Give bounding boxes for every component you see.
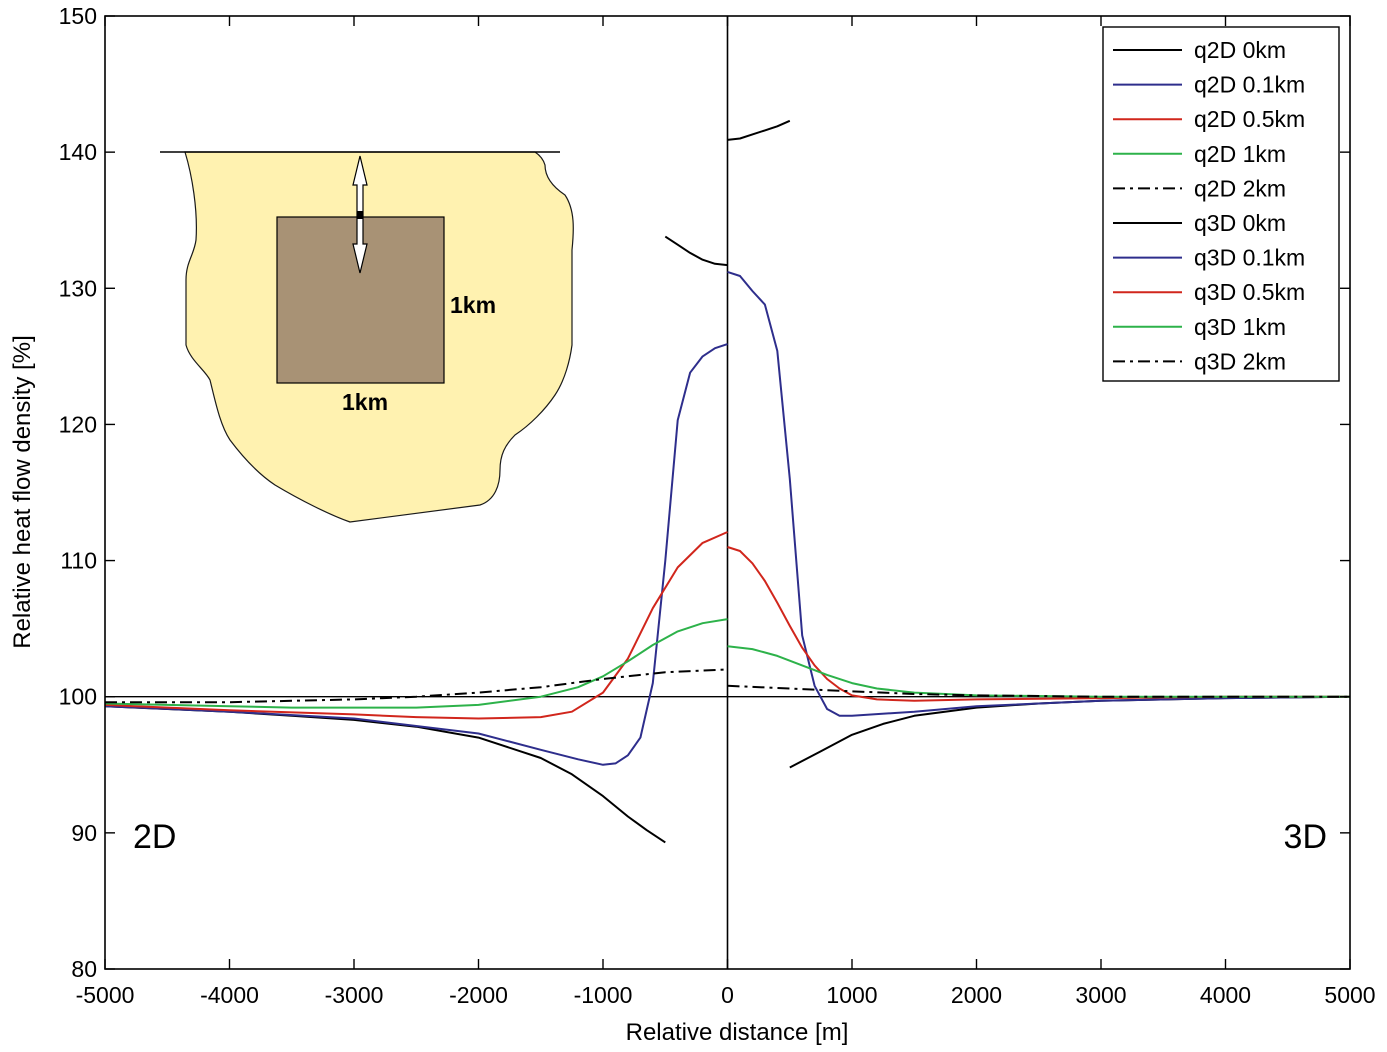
legend-entry-9: q3D 2km [1194, 348, 1286, 374]
series-line-2 [105, 531, 728, 720]
x-tick-label: 1000 [826, 982, 877, 1008]
y-axis-label: Relative heat flow density [%] [9, 335, 36, 649]
x-axis-label: Relative distance [m] [626, 1019, 849, 1046]
series-line-11 [727, 119, 791, 141]
y-tick-label: 110 [60, 548, 97, 574]
panel-label-2d: 2D [133, 818, 176, 856]
legend-entry-8: q3D 1km [1194, 314, 1286, 340]
y-tick-label: 90 [71, 820, 97, 846]
legend-entry-1: q2D 0.1km [1194, 72, 1305, 98]
x-tick-label: -2000 [449, 982, 508, 1008]
legend-box [1102, 26, 1340, 382]
legend-entry-4: q2D 2km [1194, 175, 1286, 201]
series-line-7 [727, 546, 1350, 702]
series-line-3 [105, 618, 728, 709]
x-tick-label: 4000 [1200, 982, 1251, 1008]
series-layer [105, 119, 1350, 844]
y-tick-label: 140 [59, 139, 97, 165]
legend: q2D 0km q2D 0.1km q2D 0.5km q2D 1km q2D 2km q… [1102, 26, 1340, 382]
inset-height-label: 1km [450, 292, 496, 318]
legend-entry-5: q3D 0km [1194, 210, 1286, 236]
x-tick-label: -1000 [574, 982, 633, 1008]
y-tick-label: 130 [59, 275, 97, 301]
y-tick-label: 120 [59, 411, 97, 437]
x-tick-label: -3000 [325, 982, 384, 1008]
x-tick-label: -4000 [200, 982, 259, 1008]
inset-schematic: 1km 1km [160, 151, 574, 523]
x-tick-label: 0 [721, 982, 734, 1008]
x-tick-label: 3000 [1075, 982, 1126, 1008]
series-line-1 [105, 343, 728, 766]
y-axis-ticks: 80 90 100 110 120 130 140 150 [59, 3, 1350, 982]
x-tick-label: 5000 [1324, 982, 1375, 1008]
series-line-10 [664, 235, 728, 267]
y-tick-label: 80 [71, 956, 97, 982]
legend-entry-3: q2D 1km [1194, 141, 1286, 167]
legend-entry-6: q3D 0.1km [1194, 245, 1305, 271]
panel-label-3d: 3D [1284, 818, 1327, 856]
legend-entry-7: q3D 0.5km [1194, 279, 1305, 305]
series-line-6 [727, 270, 1350, 717]
inset-width-label: 1km [342, 389, 388, 415]
x-tick-label: 2000 [951, 982, 1002, 1008]
y-tick-label: 150 [59, 3, 97, 29]
x-axis-ticks: -5000 -4000 -3000 -2000 -1000 0 1000 2000 3000 40… [76, 16, 1376, 1008]
legend-entry-2: q2D 0.5km [1194, 106, 1305, 132]
x-tick-label: -5000 [76, 982, 135, 1008]
y-tick-label: 100 [59, 684, 97, 710]
legend-entry-0: q2D 0km [1194, 37, 1286, 63]
inset-depth-marker [357, 211, 363, 219]
series-line-9 [727, 684, 1350, 698]
